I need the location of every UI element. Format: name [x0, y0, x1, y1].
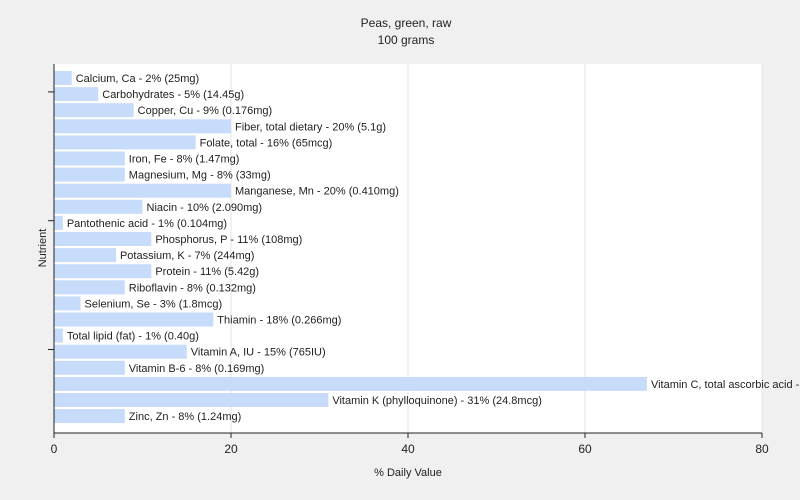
bar	[54, 199, 143, 214]
bar-label: Manganese, Mn - 20% (0.410mg)	[235, 186, 399, 198]
bar	[54, 119, 231, 134]
bar-label: Potassium, K - 7% (244mg)	[120, 250, 255, 262]
bar-label: Selenium, Se - 3% (1.8mcg)	[85, 298, 223, 310]
bar	[54, 393, 329, 407]
x-tick-label: 60	[578, 442, 592, 456]
bar	[54, 280, 125, 295]
bar-label: Pantothenic acid - 1% (0.104mg)	[67, 218, 227, 230]
bar-label: Iron, Fe - 8% (1.47mg)	[129, 154, 240, 166]
bar-labels: Calcium, Ca - 2% (25mg) Carbohydrates - 5…	[67, 73, 800, 423]
x-tick-label: 80	[755, 442, 769, 456]
bar	[54, 296, 81, 311]
bar	[54, 409, 125, 424]
bar-label: Vitamin A, IU - 15% (765IU)	[191, 347, 326, 359]
bar	[54, 232, 152, 246]
bar	[54, 167, 125, 182]
bar	[54, 360, 125, 375]
bar-label: Vitamin K (phylloquinone) - 31% (24.8mcg…	[332, 395, 542, 407]
x-tick-label: 40	[401, 442, 415, 456]
y-axis-label: Nutrient	[37, 229, 49, 268]
bar	[54, 183, 231, 198]
bar	[54, 248, 116, 263]
bar-label: Niacin - 10% (2.090mg)	[147, 202, 263, 214]
bar	[54, 376, 647, 391]
bar-label: Phosphorus, P - 11% (108mg)	[155, 234, 302, 246]
axes: 0 20 40 60 80	[48, 64, 769, 456]
x-axis-label: % Daily Value	[374, 467, 442, 479]
bars	[54, 71, 647, 424]
bar-label: Thiamin - 18% (0.266mg)	[217, 315, 341, 327]
bar-label: Copper, Cu - 9% (0.176mg)	[138, 105, 273, 117]
bar-label: Riboflavin - 8% (0.132mg)	[129, 282, 256, 294]
bar-label: Zinc, Zn - 8% (1.24mg)	[129, 411, 241, 423]
bar-label: Calcium, Ca - 2% (25mg)	[76, 73, 199, 85]
bar-label: Total lipid (fat) - 1% (0.40g)	[67, 331, 199, 343]
chart-subtitle: 100 grams	[378, 33, 435, 47]
bar-label: Magnesium, Mg - 8% (33mg)	[129, 170, 271, 182]
bar-label: Carbohydrates - 5% (14.45g)	[102, 89, 244, 101]
bar	[54, 151, 125, 166]
chart-title: Peas, green, raw	[361, 16, 452, 30]
bar	[54, 71, 72, 85]
bar-label: Vitamin C, total ascorbic acid - 67% (40…	[651, 379, 800, 391]
bar	[54, 135, 196, 150]
bar	[54, 215, 63, 230]
x-tick-label: 0	[51, 442, 58, 456]
bar	[54, 328, 63, 343]
x-tick-label: 20	[224, 442, 238, 456]
bar-label: Fiber, total dietary - 20% (5.1g)	[235, 121, 386, 133]
bar	[54, 103, 134, 118]
bar-label: Vitamin B-6 - 8% (0.169mg)	[129, 363, 265, 375]
bar	[54, 312, 214, 327]
bar	[54, 87, 99, 102]
bar-label: Protein - 11% (5.42g)	[155, 266, 259, 278]
bar	[54, 264, 152, 279]
bar	[54, 344, 187, 359]
bar-label: Folate, total - 16% (65mcg)	[200, 137, 333, 149]
